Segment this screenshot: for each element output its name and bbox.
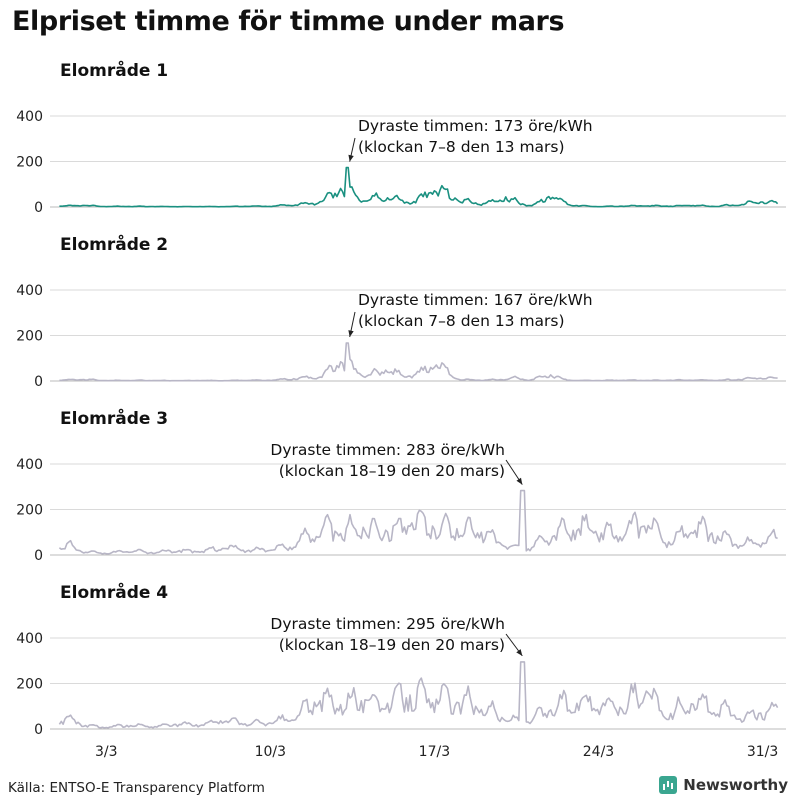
source-note: Källa: ENTSO-E Transparency Platform	[8, 780, 265, 796]
series-line	[58, 489, 778, 555]
annotation-arrowhead	[516, 477, 523, 485]
y-tick-label: 200	[16, 503, 43, 519]
annotation-arrowhead	[348, 154, 354, 162]
x-tick-label: 24/3	[583, 744, 614, 760]
y-tick-label: 200	[16, 329, 43, 345]
y-tick-label: 200	[16, 677, 43, 693]
annotation-line-1: Dyraste timmen: 295 öre/kWh	[270, 615, 505, 633]
x-tick-label: 31/3	[747, 744, 778, 760]
brand-name: Newsworthy	[683, 776, 788, 794]
annotation-line-1: Dyraste timmen: 167 öre/kWh	[358, 291, 593, 309]
panel-title: Elområde 4	[60, 581, 168, 603]
annotation-line-2: (klockan 7–8 den 13 mars)	[358, 138, 565, 156]
annotation-line-1: Dyraste timmen: 283 öre/kWh	[270, 441, 505, 459]
page-title: Elpriset timme för timme under mars	[12, 6, 565, 37]
y-tick-label: 0	[34, 200, 43, 216]
panel-title: Elområde 2	[60, 233, 168, 255]
y-tick-label: 400	[16, 457, 43, 473]
bar-chart-icon	[659, 776, 678, 794]
x-tick-label: 3/3	[95, 744, 118, 760]
brand-logo: Newsworthy	[659, 776, 788, 794]
annotation-line-2: (klockan 18–19 den 20 mars)	[279, 636, 505, 654]
x-tick-label: 17/3	[419, 744, 450, 760]
series-line	[59, 342, 778, 382]
annotation-line-2: (klockan 7–8 den 13 mars)	[358, 312, 565, 330]
y-tick-label: 0	[34, 548, 43, 564]
series-line	[58, 661, 779, 729]
annotation-arrowhead	[348, 330, 354, 338]
y-tick-label: 0	[34, 722, 43, 738]
panel-title: Elområde 3	[60, 407, 168, 429]
x-tick-label: 10/3	[255, 744, 286, 760]
y-tick-label: 400	[16, 631, 43, 647]
series-line	[59, 166, 779, 208]
y-tick-label: 400	[16, 283, 43, 299]
panel-title: Elområde 1	[60, 59, 168, 81]
annotation-arrowhead	[516, 649, 523, 656]
y-tick-label: 200	[16, 155, 43, 171]
y-tick-label: 0	[34, 374, 43, 390]
y-tick-label: 400	[16, 109, 43, 125]
annotation-line-2: (klockan 18–19 den 20 mars)	[279, 462, 505, 480]
annotation-line-1: Dyraste timmen: 173 öre/kWh	[358, 117, 593, 135]
